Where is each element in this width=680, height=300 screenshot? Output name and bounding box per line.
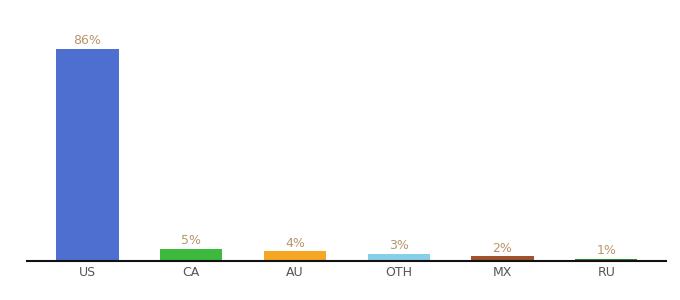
Bar: [575, 259, 637, 261]
Text: 2%: 2%: [492, 242, 513, 255]
Text: 4%: 4%: [285, 237, 305, 250]
Text: 3%: 3%: [389, 239, 409, 252]
Bar: [160, 249, 222, 261]
Bar: [471, 256, 534, 261]
Text: 86%: 86%: [73, 34, 101, 47]
Bar: [368, 254, 430, 261]
Text: 5%: 5%: [181, 234, 201, 248]
Text: 1%: 1%: [596, 244, 616, 257]
Bar: [264, 251, 326, 261]
Bar: [56, 49, 118, 261]
